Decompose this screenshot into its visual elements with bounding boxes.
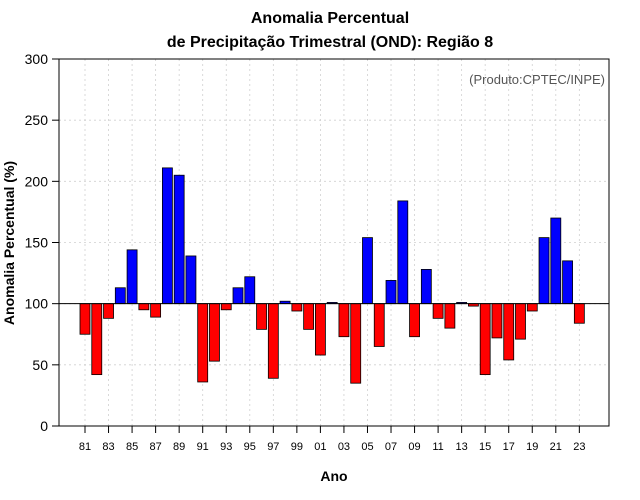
x-tick-label: 87 [149, 441, 161, 453]
y-tick-label: 150 [25, 235, 49, 251]
bar-22 [562, 260, 573, 305]
bar-16 [491, 303, 503, 339]
x-tick-label: 21 [550, 441, 562, 453]
bar-11 [432, 303, 444, 319]
bar-82 [91, 303, 103, 376]
x-tick-label: 17 [503, 441, 515, 453]
y-tick-label: 250 [25, 112, 49, 128]
y-tick-label: 100 [25, 296, 49, 312]
x-tick-label: 81 [79, 441, 91, 453]
y-axis-title: Anomalia Percentual (%) [1, 161, 17, 325]
bar-23 [573, 303, 585, 324]
bar-19 [526, 303, 538, 312]
y-tick-label: 0 [40, 418, 48, 434]
x-tick-label: 85 [126, 441, 138, 453]
x-tick-label: 97 [267, 441, 279, 453]
grid-lines [59, 58, 609, 427]
bar-18 [515, 303, 526, 340]
chart-title: Anomalia Percentual [251, 10, 409, 27]
bar-93 [220, 303, 232, 311]
bar-20 [538, 237, 550, 305]
bar-12 [444, 303, 456, 329]
x-tick-label: 13 [456, 441, 468, 453]
bar-04 [350, 303, 362, 384]
bar-03 [338, 303, 350, 338]
product-credit: (Produto:CPTEC/INPE) [469, 72, 605, 87]
x-tick-label: 15 [479, 441, 491, 453]
bar-95 [244, 276, 256, 305]
x-tick-label: 07 [385, 441, 397, 453]
bar-83 [103, 303, 114, 319]
x-tick-label: 99 [291, 441, 303, 453]
bar-91 [197, 303, 209, 383]
y-tick-label: 50 [32, 357, 48, 373]
bar-94 [232, 287, 244, 305]
bar-97 [267, 303, 279, 379]
bar-86 [138, 303, 150, 311]
bar-17 [503, 303, 515, 361]
bars [79, 167, 585, 384]
y-tick-label: 200 [25, 173, 49, 189]
bar-84 [114, 287, 126, 305]
bar-00 [303, 303, 315, 330]
x-tick-label: 09 [408, 441, 420, 453]
bar-99 [291, 303, 303, 312]
bar-87 [150, 303, 162, 318]
x-tick-label: 05 [361, 441, 373, 453]
x-tick-label: 93 [220, 441, 232, 453]
x-tick-label: 95 [244, 441, 256, 453]
x-tick-label: 83 [102, 441, 114, 453]
bar-08 [397, 200, 409, 305]
bar-92 [209, 303, 220, 362]
x-axis-title: Ano [320, 468, 347, 484]
bar-10 [420, 269, 432, 305]
bar-01 [314, 303, 326, 356]
bar-81 [79, 303, 91, 335]
x-tick-label: 89 [173, 441, 185, 453]
chart-subtitle: de Precipitação Trimestral (OND): Região… [167, 34, 493, 51]
x-tick-label: 19 [526, 441, 538, 453]
bar-96 [256, 303, 267, 330]
x-tick-label: 11 [432, 441, 443, 453]
bar-85 [126, 249, 138, 305]
bar-07 [385, 280, 397, 305]
x-tick-label: 23 [573, 441, 585, 453]
x-tick-label: 91 [197, 441, 209, 453]
bar-09 [409, 303, 420, 338]
bar-05 [362, 237, 373, 305]
bar-15 [479, 303, 491, 376]
bar-88 [161, 167, 173, 305]
bar-21 [550, 217, 562, 305]
bar-90 [185, 255, 197, 305]
bar-89 [173, 174, 185, 305]
x-tick-label: 03 [338, 441, 350, 453]
x-tick-label: 01 [314, 441, 326, 453]
bar-06 [373, 303, 385, 347]
y-tick-label: 300 [25, 51, 49, 67]
